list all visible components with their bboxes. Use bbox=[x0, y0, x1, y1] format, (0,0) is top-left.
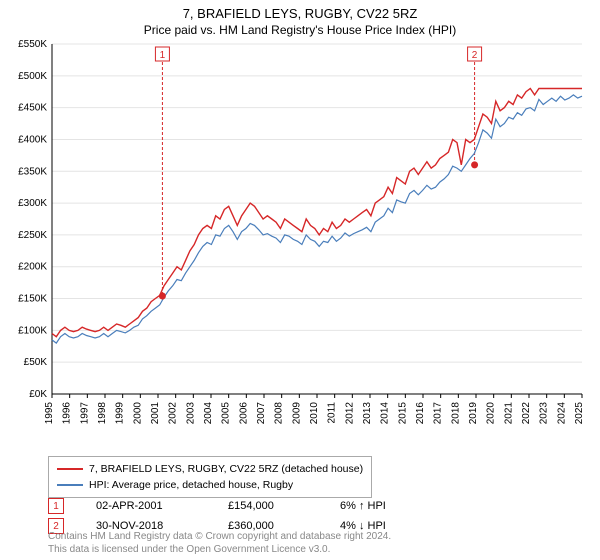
svg-text:2009: 2009 bbox=[291, 402, 302, 425]
sale-price: £154,000 bbox=[228, 500, 308, 512]
legend-label: HPI: Average price, detached house, Rugb… bbox=[89, 477, 293, 493]
svg-text:£100K: £100K bbox=[18, 325, 47, 336]
svg-text:£250K: £250K bbox=[18, 230, 47, 241]
line-chart: £0K £50K £100K £150K £200K £250K £300K £350K £40… bbox=[8, 40, 592, 440]
svg-text:2007: 2007 bbox=[256, 402, 267, 425]
legend-item: HPI: Average price, detached house, Rugb… bbox=[57, 477, 363, 493]
svg-text:1998: 1998 bbox=[97, 402, 108, 425]
svg-text:£550K: £550K bbox=[18, 40, 47, 50]
svg-text:£150K: £150K bbox=[18, 294, 47, 305]
svg-text:£450K: £450K bbox=[18, 103, 47, 114]
svg-text:2005: 2005 bbox=[221, 402, 232, 425]
svg-text:1996: 1996 bbox=[62, 402, 73, 425]
legend-item: 7, BRAFIELD LEYS, RUGBY, CV22 5RZ (detac… bbox=[57, 461, 363, 477]
svg-text:2018: 2018 bbox=[450, 402, 461, 425]
legend-swatch bbox=[57, 484, 83, 486]
svg-text:2011: 2011 bbox=[327, 402, 338, 424]
svg-text:2002: 2002 bbox=[168, 402, 179, 425]
svg-text:2008: 2008 bbox=[274, 402, 285, 425]
footer-line1: Contains HM Land Registry data © Crown c… bbox=[48, 530, 391, 543]
sale-marker-box: 1 bbox=[48, 498, 64, 514]
svg-text:2015: 2015 bbox=[397, 402, 408, 425]
svg-text:2021: 2021 bbox=[503, 402, 514, 425]
svg-text:2022: 2022 bbox=[521, 402, 532, 425]
svg-text:£50K: £50K bbox=[24, 357, 48, 368]
chart-area: £0K £50K £100K £150K £200K £250K £300K £350K £40… bbox=[8, 40, 592, 440]
svg-text:2017: 2017 bbox=[433, 402, 444, 425]
sale-row: 1 02-APR-2001 £154,000 6% ↑ HPI bbox=[48, 498, 386, 514]
svg-text:1997: 1997 bbox=[79, 402, 90, 425]
svg-text:2003: 2003 bbox=[185, 402, 196, 425]
svg-text:1995: 1995 bbox=[44, 402, 55, 425]
svg-text:2014: 2014 bbox=[380, 402, 391, 425]
svg-text:£200K: £200K bbox=[18, 262, 47, 273]
svg-text:2006: 2006 bbox=[238, 402, 249, 425]
footer-attribution: Contains HM Land Registry data © Crown c… bbox=[48, 530, 391, 556]
svg-text:£400K: £400K bbox=[18, 134, 47, 145]
legend-label: 7, BRAFIELD LEYS, RUGBY, CV22 5RZ (detac… bbox=[89, 461, 363, 477]
legend: 7, BRAFIELD LEYS, RUGBY, CV22 5RZ (detac… bbox=[48, 456, 372, 498]
svg-text:£0K: £0K bbox=[29, 389, 47, 400]
title-subtitle: Price paid vs. HM Land Registry's House … bbox=[0, 21, 600, 37]
svg-text:2001: 2001 bbox=[150, 402, 161, 425]
sale-diff: 6% ↑ HPI bbox=[340, 500, 386, 512]
chart-container: 7, BRAFIELD LEYS, RUGBY, CV22 5RZ Price … bbox=[0, 0, 600, 560]
svg-text:2010: 2010 bbox=[309, 402, 320, 425]
svg-text:2024: 2024 bbox=[556, 402, 567, 425]
svg-text:2019: 2019 bbox=[468, 402, 479, 425]
svg-text:£300K: £300K bbox=[18, 198, 47, 209]
svg-text:2004: 2004 bbox=[203, 402, 214, 425]
svg-text:1999: 1999 bbox=[115, 402, 126, 425]
legend-swatch bbox=[57, 468, 83, 470]
svg-text:1: 1 bbox=[160, 50, 166, 61]
svg-text:2023: 2023 bbox=[539, 402, 550, 425]
svg-text:£500K: £500K bbox=[18, 71, 47, 82]
footer-line2: This data is licensed under the Open Gov… bbox=[48, 543, 391, 556]
sale-date: 02-APR-2001 bbox=[96, 500, 196, 512]
svg-text:2025: 2025 bbox=[574, 402, 585, 425]
title-address: 7, BRAFIELD LEYS, RUGBY, CV22 5RZ bbox=[0, 0, 600, 21]
svg-text:2016: 2016 bbox=[415, 402, 426, 425]
svg-text:2000: 2000 bbox=[132, 402, 143, 425]
svg-text:2020: 2020 bbox=[486, 402, 497, 425]
svg-text:2012: 2012 bbox=[344, 402, 355, 425]
svg-text:£350K: £350K bbox=[18, 166, 47, 177]
svg-text:2: 2 bbox=[472, 50, 478, 61]
svg-text:2013: 2013 bbox=[362, 402, 373, 425]
